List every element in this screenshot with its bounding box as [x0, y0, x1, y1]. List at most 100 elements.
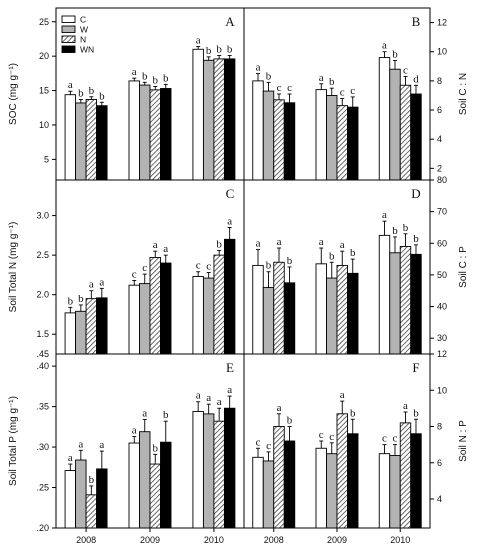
- significance-label: b: [206, 45, 212, 57]
- significance-label: b: [216, 43, 222, 55]
- significance-label: c: [319, 429, 324, 441]
- bar-n: [399, 245, 412, 355]
- x-tick-label: 2008: [76, 535, 96, 545]
- y-tick-label: 2: [437, 163, 442, 173]
- significance-label: c: [350, 85, 355, 97]
- panel-letter: A: [225, 14, 235, 29]
- bar-c: [378, 57, 391, 181]
- y-tick-label: 4: [437, 494, 442, 504]
- bar-w: [139, 84, 151, 181]
- bar-n: [273, 99, 285, 181]
- bar-wn: [223, 407, 236, 529]
- bar-n: [213, 420, 225, 529]
- y-tick-label: 60: [437, 238, 447, 248]
- significance-label: c: [206, 261, 211, 273]
- bar-n: [336, 264, 348, 355]
- significance-label: a: [227, 384, 232, 396]
- significance-label: b: [89, 474, 95, 486]
- y-tick-label: 12: [437, 349, 447, 359]
- legend-swatch-w: [61, 25, 76, 33]
- significance-label: b: [163, 72, 169, 84]
- significance-label: a: [382, 40, 387, 52]
- y-tick-label: 1.5: [36, 329, 49, 339]
- y-tick-label: 8: [437, 422, 442, 432]
- bar-wn: [410, 253, 422, 355]
- significance-label: a: [89, 279, 94, 291]
- y-axis-title: Soil N : P: [458, 420, 469, 462]
- bar-c: [128, 284, 140, 355]
- significance-label: a: [196, 390, 201, 402]
- significance-label: b: [89, 85, 95, 97]
- bar-c: [315, 447, 327, 529]
- significance-label: a: [206, 392, 211, 404]
- significance-label: a: [142, 408, 147, 420]
- significance-label: c: [287, 82, 292, 94]
- significance-label: a: [319, 72, 324, 84]
- y-axis-title: Soil C : P: [458, 246, 469, 288]
- legend-swatch-n: [61, 35, 76, 43]
- significance-label: a: [163, 243, 168, 255]
- bar-n: [85, 298, 98, 355]
- significance-label: c: [196, 260, 201, 272]
- legend-label: W: [80, 25, 88, 35]
- bar-wn: [160, 441, 172, 529]
- significance-label: d: [413, 73, 419, 85]
- y-tick-label: 50: [437, 270, 447, 280]
- significance-label: a: [256, 238, 261, 250]
- bar-wn: [347, 272, 359, 355]
- bar-c: [192, 411, 204, 529]
- y-tick-label: 6: [437, 458, 442, 468]
- bar-w: [326, 95, 338, 181]
- significance-label: b: [266, 70, 272, 82]
- bar-wn: [160, 262, 172, 355]
- bar-w: [389, 68, 401, 181]
- bar-c: [252, 80, 264, 181]
- legend-label: N: [80, 35, 86, 45]
- y-tick-label: .25: [36, 483, 49, 493]
- bar-w: [326, 453, 338, 529]
- y-tick-label: 12: [437, 18, 447, 28]
- y-axis-title: Soil Total N (mg g⁻¹): [8, 222, 19, 313]
- bar-wn: [283, 282, 296, 355]
- bar-wn: [410, 93, 422, 181]
- panel-letter: E: [226, 360, 234, 375]
- significance-label: a: [132, 66, 137, 78]
- bar-c: [252, 264, 264, 355]
- y-tick-label: 4: [437, 134, 442, 144]
- significance-label: c: [142, 262, 147, 274]
- y-tick-label: 10: [437, 385, 447, 395]
- significance-label: b: [413, 233, 419, 245]
- bar-wn: [96, 468, 108, 529]
- significance-label: c: [403, 65, 408, 77]
- bar-c: [64, 470, 77, 529]
- significance-label: b: [350, 247, 356, 259]
- y-tick-label: 10: [437, 47, 447, 57]
- significance-label: c: [132, 268, 137, 280]
- significance-label: b: [78, 293, 84, 305]
- y-tick-label: 80: [437, 175, 447, 185]
- y-tick-label: .30: [36, 442, 49, 452]
- significance-label: c: [340, 86, 345, 98]
- bar-n: [149, 257, 161, 355]
- y-tick-label: 10: [39, 120, 49, 130]
- legend-label: WN: [80, 45, 94, 55]
- y-axis-title: Soil C : N: [458, 73, 469, 115]
- bar-n: [399, 422, 412, 529]
- bar-w: [75, 310, 87, 355]
- significance-label: b: [392, 48, 398, 60]
- significance-label: c: [256, 436, 261, 448]
- bar-wn: [347, 433, 359, 529]
- bar-w: [262, 287, 275, 355]
- y-axis-title: Soil Total P (mg g⁻¹): [8, 396, 19, 486]
- bar-w: [202, 277, 215, 355]
- bar-w: [202, 59, 215, 181]
- y-tick-label: 20: [39, 51, 49, 61]
- bar-wn: [347, 106, 359, 181]
- bar-n: [336, 105, 348, 181]
- y-tick-label: 15: [39, 86, 49, 96]
